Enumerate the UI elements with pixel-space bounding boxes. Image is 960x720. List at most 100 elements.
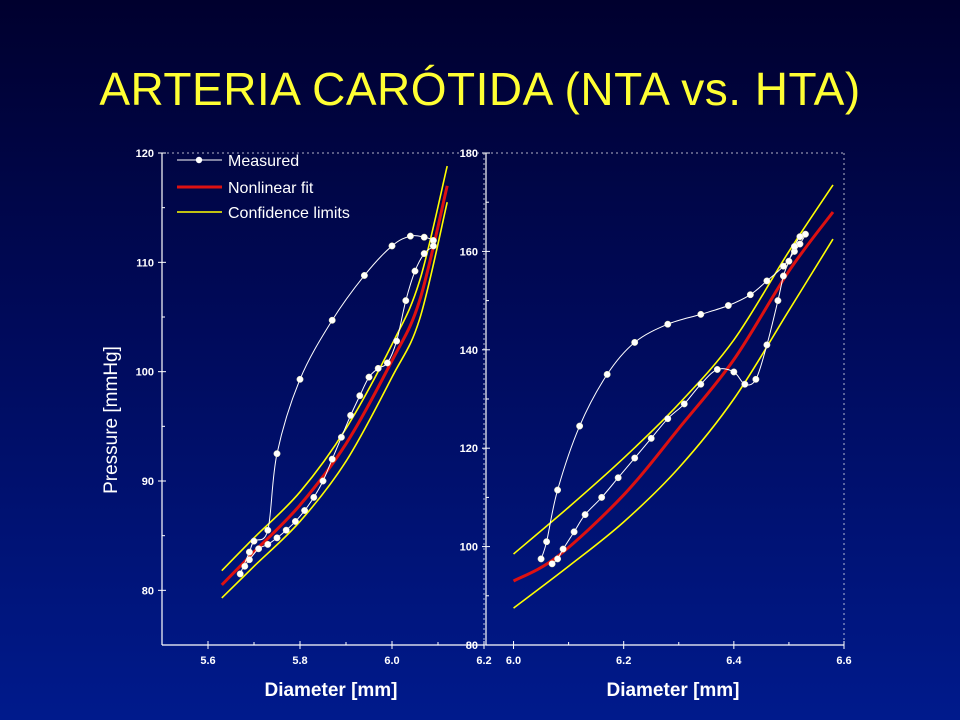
legend-label-confidence: Confidence limits: [228, 205, 350, 222]
measured-point: [393, 337, 401, 345]
measured-point: [631, 338, 639, 346]
confidence-upper-line: [513, 184, 834, 555]
measured-point: [337, 433, 345, 441]
measured-point: [301, 507, 309, 514]
y-tick-label: 140: [460, 345, 478, 357]
confidence-lower-line: [221, 202, 448, 599]
measured-point: [548, 560, 556, 568]
y-tick-label: 80: [466, 640, 478, 652]
measured-point: [365, 373, 373, 381]
y-tick-label: 90: [142, 476, 154, 488]
legend-label-fit: Nonlinear fit: [228, 180, 314, 197]
measured-point: [310, 493, 318, 501]
measured-point: [730, 368, 738, 376]
measured-point: [429, 242, 437, 250]
measured-point: [296, 375, 304, 383]
measured-point: [664, 320, 672, 328]
measured-point: [319, 477, 327, 485]
measured-point: [746, 291, 754, 299]
x-tick-label: 6.0: [506, 655, 521, 667]
legend-item-measured: Measured: [177, 153, 299, 170]
measured-point: [347, 411, 355, 419]
measured-point: [570, 528, 578, 536]
y-tick-label: 100: [460, 542, 478, 554]
legend: Measured Nonlinear fit Confidence limits: [177, 153, 350, 222]
measured-point: [282, 526, 290, 534]
measured-point: [383, 359, 391, 367]
measured-point: [420, 250, 428, 258]
measured-point: [328, 316, 336, 324]
measured-point: [785, 257, 793, 265]
confidence-lower-line: [513, 238, 834, 609]
x-axis-title: Diameter [mm]: [264, 680, 397, 701]
measured-point: [581, 511, 589, 519]
y-tick-label: 180: [460, 148, 478, 160]
measured-point: [554, 555, 562, 563]
measured-point: [763, 341, 771, 349]
measured-point: [790, 243, 798, 250]
measured-point: [406, 232, 414, 240]
measured-point: [360, 272, 368, 279]
measured-point: [713, 366, 721, 373]
measured-point: [614, 474, 622, 482]
y-tick-label: 110: [136, 257, 154, 269]
measured-point: [241, 562, 249, 570]
y-tick-label: 80: [142, 585, 154, 597]
y-tick-label: 160: [460, 246, 478, 258]
measured-point: [664, 415, 672, 423]
x-tick-label: 6.2: [476, 655, 491, 667]
measured-point: [291, 518, 299, 525]
measured-point: [264, 540, 272, 548]
measured-point: [264, 526, 272, 534]
measured-point: [603, 370, 611, 378]
measured-point: [255, 545, 263, 553]
y-axis-title: Pressure [mmHg]: [101, 346, 122, 494]
x-tick-label: 5.6: [200, 655, 215, 667]
slide-title: ARTERIA CARÓTIDA (NTA vs. HTA): [99, 63, 861, 115]
x-axis-title: Diameter [mm]: [606, 680, 739, 701]
measured-point: [245, 548, 253, 556]
measured-line: [239, 235, 436, 575]
measured-point: [598, 493, 606, 501]
measured-point: [796, 233, 804, 241]
measured-point: [245, 556, 253, 564]
y-tick-label: 120: [136, 148, 154, 160]
legend-label-measured: Measured: [228, 153, 299, 170]
measured-point: [250, 537, 258, 545]
fit-line: [512, 211, 835, 583]
chart-right: 80 100 120 140 160 180 6.0 6.2 6.4 6.6 Diameter [m…: [460, 148, 852, 701]
measured-point: [374, 364, 382, 372]
measured-point: [328, 455, 336, 463]
y-tick-label: 100: [136, 367, 154, 379]
fit-line: [220, 185, 449, 586]
measured-point: [420, 233, 428, 241]
measured-point: [537, 555, 545, 563]
measured-point: [559, 545, 567, 553]
measured-point: [680, 400, 688, 408]
chart-left: 80 90 100 110 120 5.6 5.8 6.0 6.2 Diameter [mm] Pr…: [101, 148, 492, 701]
measured-point: [779, 272, 787, 280]
measured-point: [631, 454, 639, 462]
measured-point: [724, 302, 732, 309]
measured-point: [752, 375, 760, 383]
measured-point: [741, 380, 749, 388]
x-tick-label: 6.4: [726, 655, 742, 667]
measured-point: [236, 570, 244, 578]
measured-point: [356, 392, 364, 400]
measured-point: [774, 297, 782, 305]
measured-point: [402, 297, 410, 305]
measured-point: [543, 538, 551, 546]
x-tick-label: 6.6: [836, 655, 851, 667]
legend-marker-measured: [195, 156, 203, 164]
measured-point: [647, 434, 655, 442]
measured-point: [697, 380, 705, 388]
measured-point: [273, 534, 281, 542]
measured-point: [779, 262, 787, 270]
confidence-upper-line: [221, 165, 448, 572]
x-tick-label: 6.2: [616, 655, 631, 667]
measured-point: [273, 450, 281, 458]
x-tick-label: 6.0: [384, 655, 399, 667]
measured-point: [576, 422, 584, 430]
